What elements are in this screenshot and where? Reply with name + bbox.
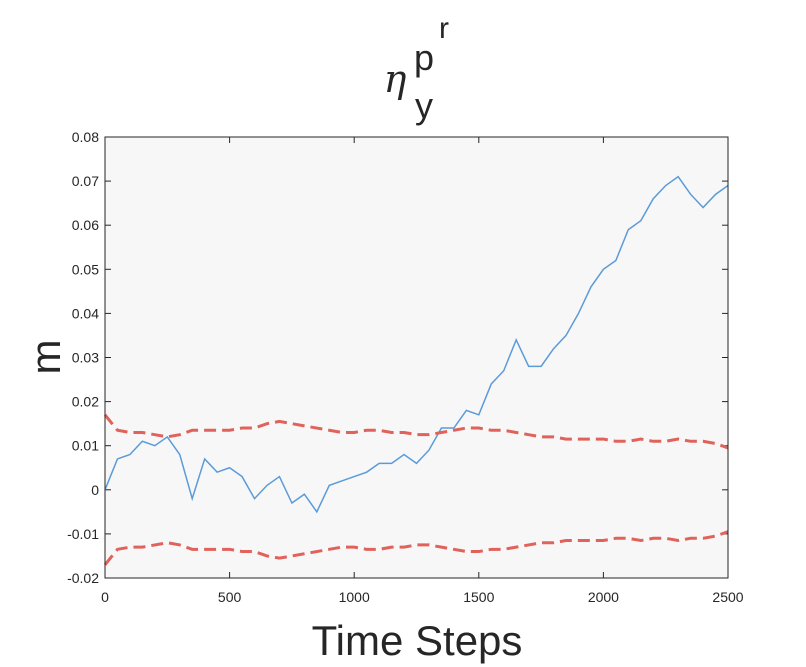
- series-line: [103, 530, 729, 566]
- x-tick-label: 1500: [463, 589, 494, 605]
- x-tick-label: 2500: [712, 589, 743, 605]
- series-line: [104, 175, 729, 514]
- title-supsup: r: [439, 12, 449, 45]
- axes-box: [104, 136, 729, 579]
- y-tick-label: 0: [91, 482, 99, 498]
- y-tick-label: 0.01: [72, 438, 99, 454]
- x-axis-label: Time Steps: [312, 617, 523, 664]
- y-tick-label: 0.04: [72, 305, 99, 321]
- y-tick-label: -0.01: [67, 526, 99, 542]
- y-tick-label: 0.06: [72, 217, 99, 233]
- title-sub: y: [415, 85, 433, 126]
- y-tick-label: 0.02: [72, 394, 99, 410]
- y-axis-label: m: [22, 340, 69, 375]
- title-base: η: [384, 57, 407, 101]
- x-tick-label: 0: [101, 589, 109, 605]
- y-tick-label: 0.08: [72, 129, 99, 145]
- y-tick-label: 0.05: [72, 261, 99, 277]
- x-tick-label: 1000: [339, 589, 370, 605]
- y-tick-label: -0.02: [67, 570, 99, 586]
- plot-background: [105, 137, 728, 578]
- series-line: [103, 413, 729, 450]
- x-tick-label: 500: [218, 589, 242, 605]
- y-tick-label: 0.07: [72, 173, 99, 189]
- x-tick-label: 2000: [588, 589, 619, 605]
- title-sup: p: [414, 37, 434, 78]
- y-tick-label: 0.03: [72, 350, 99, 366]
